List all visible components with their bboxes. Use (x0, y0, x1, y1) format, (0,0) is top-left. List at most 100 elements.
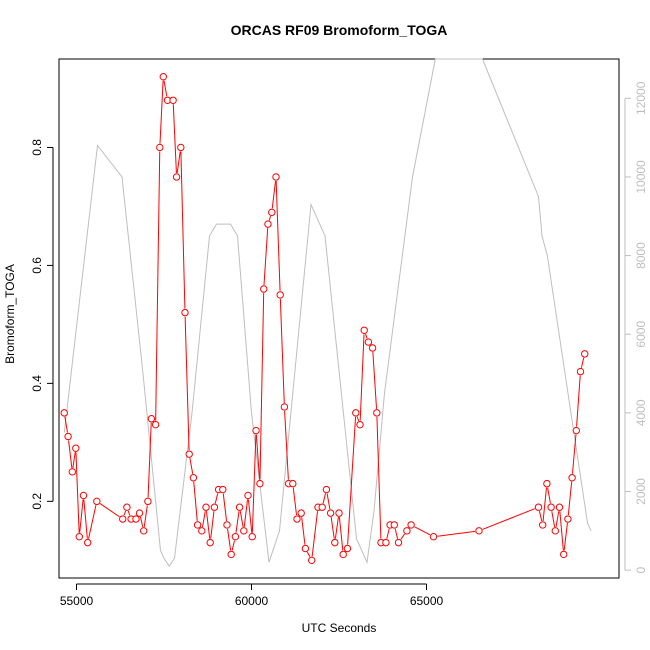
y-axis-left: 0.2 0.4 0.6 0.8 (30, 139, 54, 510)
data-point (343, 544, 352, 553)
data-point (572, 426, 580, 435)
data-point (331, 538, 339, 547)
series-segment-primary (180, 151, 186, 309)
series-segment-primary (376, 416, 382, 539)
series-segment-primary (147, 422, 152, 498)
series-segment-primary (243, 499, 249, 527)
data-point (252, 426, 260, 435)
series-segment-primary (155, 151, 161, 421)
series-segment-primary (205, 511, 211, 539)
y-tick-label: 0.8 (30, 139, 44, 156)
data-point (256, 479, 264, 488)
y2-tick-label: 4000 (634, 399, 648, 426)
series-segment-primary (437, 530, 476, 537)
series-segment-primary (239, 511, 244, 527)
series-segment-primary (394, 528, 399, 539)
series-segment-primary (184, 316, 190, 451)
series-segment-primary (263, 228, 269, 286)
data-point (135, 509, 144, 517)
series-segment-primary (259, 293, 265, 480)
data-point (368, 344, 377, 352)
data-point (475, 527, 483, 535)
series-segment-primary (247, 499, 253, 533)
series-segment-primary (306, 551, 311, 558)
series-segment-primary (172, 104, 177, 173)
series-segment-primary (88, 505, 97, 539)
series-segment-primary (326, 493, 331, 510)
x-axis: 55000 60000 65000 (60, 583, 444, 608)
data-point (297, 509, 305, 517)
series-segment-primary (482, 508, 535, 530)
data-point (169, 96, 177, 104)
y-axis-label: Bromoform_TOGA (3, 264, 17, 364)
data-point (293, 515, 301, 523)
data-point (407, 521, 415, 529)
series-segment-primary (359, 334, 365, 421)
data-point (382, 538, 390, 547)
data-point (543, 479, 551, 488)
y2-tick-label: 0 (634, 566, 648, 573)
series-segment-primary (279, 298, 285, 403)
series-segment-primary (414, 526, 431, 536)
series-segment-primary (284, 410, 289, 480)
data-point (159, 72, 168, 81)
series-segment-primary (143, 505, 148, 527)
chart-title: ORCAS RF09 Bromoform_TOGA (231, 22, 448, 38)
series-segment-primary (571, 434, 577, 474)
data-point (132, 515, 140, 523)
series-segment-primary (123, 510, 127, 516)
series-segment-primary (163, 80, 168, 97)
data-point (202, 503, 210, 511)
data-point (227, 550, 235, 559)
series-segment-primary (271, 180, 277, 209)
data-point (60, 409, 68, 417)
data-point (72, 444, 80, 452)
data-point (394, 538, 403, 547)
series-segment-primary (555, 511, 560, 527)
series-segment-primary (231, 540, 235, 551)
series-segment-primary (202, 511, 206, 527)
series-segment-primary (275, 180, 281, 291)
y-tick-label: 0.2 (30, 493, 44, 510)
series-layer (60, 58, 592, 568)
data-point (360, 326, 368, 334)
series-segment-primary (292, 487, 298, 516)
data-point (248, 533, 256, 541)
data-point (560, 550, 568, 559)
data-point (93, 497, 101, 506)
x-tick-label: 55000 (60, 594, 94, 608)
series-segment-primary (386, 528, 390, 539)
data-point (151, 420, 160, 429)
series-segment-primary (330, 517, 335, 539)
data-point (429, 533, 438, 541)
series-segment-primary (159, 80, 164, 144)
data-point (172, 173, 181, 181)
series-segment-primary (255, 434, 261, 480)
data-point (335, 509, 343, 517)
data-point (403, 527, 411, 535)
data-point (268, 208, 276, 217)
data-point (84, 538, 92, 547)
data-point (75, 533, 84, 541)
data-point (264, 220, 272, 228)
series-segment-primary (365, 333, 368, 339)
data-point (272, 173, 280, 181)
data-point (326, 509, 335, 517)
data-point (352, 409, 360, 417)
series-segment-primary (347, 416, 357, 545)
data-point (276, 291, 284, 299)
series-segment-primary (210, 511, 215, 539)
data-point (539, 521, 547, 529)
data-point (547, 503, 555, 511)
data-point (206, 538, 214, 547)
series-segment-primary (193, 481, 198, 521)
y-tick-label: 0.6 (30, 257, 44, 274)
series-segment-primary (567, 481, 573, 516)
data-point (390, 521, 398, 529)
series-segment-primary (139, 516, 144, 528)
series-segment-primary (176, 151, 181, 174)
data-point (119, 515, 127, 523)
series-segment-primary (400, 533, 405, 540)
data-point (318, 503, 326, 511)
